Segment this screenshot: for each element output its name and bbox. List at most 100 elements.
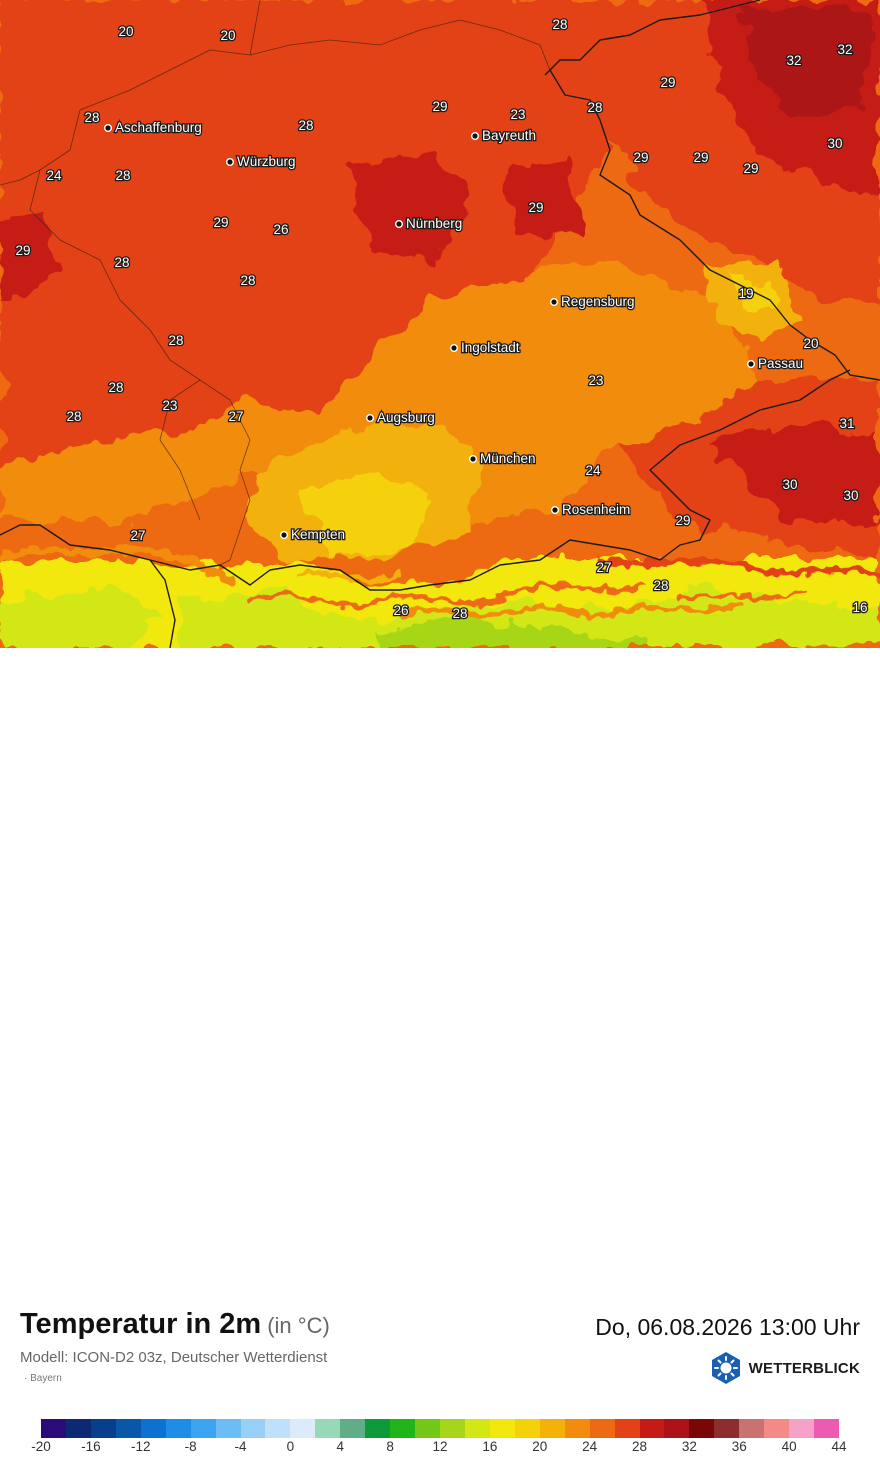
- city-marker: Aschaffenburg: [103, 119, 203, 136]
- temperature-value: 27: [228, 409, 243, 424]
- city-marker: Bayreuth: [471, 127, 537, 144]
- color-scale-tick: 40: [781, 1439, 797, 1454]
- color-scale-segment: [390, 1419, 416, 1438]
- temperature-value: 28: [240, 273, 255, 288]
- color-scale-segment: [514, 1419, 540, 1438]
- city-marker: Würzburg: [225, 153, 297, 170]
- unit-label: (in °C): [267, 1313, 330, 1338]
- city-dot: [550, 298, 559, 307]
- temperature-value: 29: [633, 150, 648, 165]
- temperature-value: 29: [660, 75, 675, 90]
- color-scale-segment: [315, 1419, 341, 1438]
- color-scale-segment: [589, 1419, 615, 1438]
- temperature-value: 29: [15, 243, 30, 258]
- color-scale-tick: 8: [386, 1439, 394, 1454]
- temperature-value: 26: [393, 603, 408, 618]
- color-scale-segment: [190, 1419, 216, 1438]
- color-scale-segment: [340, 1419, 366, 1438]
- city-label: Kempten: [291, 527, 345, 542]
- color-scale-segment: [165, 1419, 191, 1438]
- color-scale-tick: 20: [532, 1439, 548, 1454]
- temperature-value: 28: [587, 100, 602, 115]
- city-label: Aschaffenburg: [115, 120, 202, 135]
- city-label: Nürnberg: [406, 216, 462, 231]
- city-markers: Aschaffenburg Würzburg Bayreuth Nürnberg Reg…: [103, 119, 804, 543]
- temperature-value: 28: [653, 578, 668, 593]
- color-scale-segment: [415, 1419, 440, 1438]
- city-marker: Rosenheim: [551, 501, 632, 518]
- color-scale-segment: [764, 1419, 790, 1438]
- map-title: Temperatur in 2m (in °C): [20, 1308, 330, 1341]
- color-scale-segment: [564, 1419, 590, 1438]
- city-label: München: [480, 451, 536, 466]
- city-dot: [366, 414, 375, 423]
- temperature-value: 23: [588, 373, 603, 388]
- temperature-value: 31: [839, 416, 854, 431]
- color-scale-tick: -20: [31, 1439, 51, 1454]
- color-scale-segment: [664, 1419, 690, 1438]
- city-marker: Kempten: [280, 526, 346, 543]
- color-scale-segment: [689, 1419, 715, 1438]
- temperature-value: 29: [693, 150, 708, 165]
- temperature-value: 23: [510, 107, 525, 122]
- city-marker: Passau: [747, 355, 804, 372]
- temperature-value: 28: [115, 168, 130, 183]
- temperature-value: 28: [108, 380, 123, 395]
- alpine-ridges: [0, 545, 880, 618]
- city-dot: [450, 344, 459, 353]
- color-scale-segment: [290, 1419, 316, 1438]
- color-scale-tick: 16: [482, 1439, 498, 1454]
- city-label: Passau: [758, 356, 803, 371]
- color-scale-segment: [265, 1419, 291, 1438]
- city-marker: Ingolstadt: [450, 339, 521, 356]
- city-dot: [395, 219, 404, 228]
- logo-text: WETTERBLICK: [748, 1359, 860, 1377]
- color-scale-segment: [41, 1419, 66, 1438]
- color-scale-tick: -16: [81, 1439, 101, 1454]
- temperature-value: 28: [168, 333, 183, 348]
- city-dot: [103, 123, 112, 132]
- city-label: Würzburg: [237, 154, 296, 169]
- state-borders: [0, 0, 551, 566]
- city-marker: Augsburg: [366, 409, 436, 426]
- color-scale-segment: [614, 1419, 640, 1438]
- temperature-value: 28: [84, 110, 99, 125]
- temperature-value: 28: [298, 118, 313, 133]
- city-marker: Nürnberg: [395, 215, 464, 232]
- color-scale-segment: [639, 1419, 665, 1438]
- temperature-value: 20: [118, 24, 133, 39]
- city-label: Rosenheim: [562, 502, 630, 517]
- temperature-value: 24: [46, 168, 62, 183]
- wetterblick-logo: WETTERBLICK: [709, 1351, 860, 1385]
- color-scale-segment: [814, 1419, 839, 1438]
- temperature-value: 26: [273, 222, 288, 237]
- temperature-value: 19: [738, 286, 753, 301]
- map-title-text: Temperatur in 2m: [20, 1308, 262, 1340]
- sun-icon: [711, 1352, 740, 1384]
- map-footer: Temperatur in 2m (in °C) Do, 06.08.2026 1…: [0, 648, 880, 1454]
- color-scale-segment: [140, 1419, 166, 1438]
- color-scale-tick: -4: [234, 1439, 247, 1454]
- temperature-value: 20: [220, 28, 235, 43]
- temperature-value: 28: [452, 606, 467, 621]
- temperature-value: 24: [585, 463, 601, 478]
- city-label: Regensburg: [561, 294, 635, 309]
- color-scale-ticks: -20 -16 -12 -8 -4 0 4 8 12 16 20 24 28 32 36 40 44: [31, 1439, 846, 1459]
- color-scale-tick: 36: [731, 1439, 747, 1454]
- city-dot: [551, 506, 560, 515]
- temperature-value: 16: [852, 600, 867, 615]
- temperature-zones: [0, 0, 880, 648]
- city-label: Bayreuth: [482, 128, 536, 143]
- color-scale-tick: 24: [582, 1439, 598, 1454]
- region-label-text: Bayern: [30, 1373, 62, 1384]
- color-scale-tick: -8: [184, 1439, 197, 1454]
- color-scale-segment: [539, 1419, 565, 1438]
- temperature-value: 23: [162, 398, 177, 413]
- temperature-value: 27: [130, 528, 145, 543]
- color-scale-segment: [240, 1419, 266, 1438]
- temperature-value: 29: [213, 215, 228, 230]
- temperature-value: 20: [803, 336, 818, 351]
- color-scale-segment: [714, 1419, 740, 1438]
- region-label: · Bayern: [24, 1373, 62, 1384]
- color-scale-tick: 0: [286, 1439, 295, 1454]
